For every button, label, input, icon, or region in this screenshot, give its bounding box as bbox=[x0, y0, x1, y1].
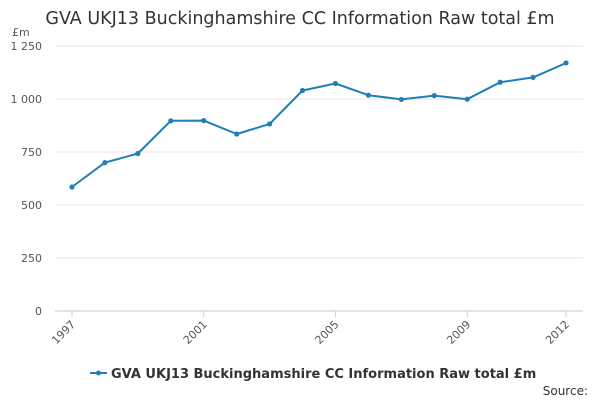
data-point[interactable] bbox=[464, 96, 470, 102]
chart-title: GVA UKJ13 Buckinghamshire CC Information… bbox=[45, 9, 554, 29]
data-point[interactable] bbox=[398, 96, 404, 103]
source-label: Source: bbox=[543, 384, 588, 398]
x-axis-ticks: 1997 2001 2005 2009 2012 bbox=[49, 311, 572, 347]
data-point[interactable] bbox=[267, 121, 273, 127]
x-tick-label: 2001 bbox=[181, 318, 210, 347]
data-point[interactable] bbox=[135, 150, 141, 157]
x-tick-label: 1997 bbox=[49, 318, 78, 347]
y-tick-label: 1 000 bbox=[11, 93, 43, 106]
data-point[interactable] bbox=[332, 80, 339, 87]
series-line bbox=[71, 62, 567, 188]
legend[interactable]: GVA UKJ13 Buckinghamshire CC Information… bbox=[90, 367, 536, 382]
data-point[interactable] bbox=[234, 131, 240, 137]
legend-swatch-marker bbox=[96, 370, 101, 376]
x-tick-label: 2005 bbox=[313, 318, 342, 347]
data-point[interactable] bbox=[365, 92, 371, 98]
data-point[interactable] bbox=[431, 93, 437, 99]
data-point[interactable] bbox=[69, 184, 75, 190]
gridlines bbox=[55, 45, 583, 259]
y-tick-label: 0 bbox=[35, 305, 42, 318]
data-point[interactable] bbox=[563, 60, 569, 66]
x-tick-label: 2009 bbox=[444, 318, 473, 347]
y-axis-unit: £m bbox=[12, 26, 30, 39]
legend-label: GVA UKJ13 Buckinghamshire CC Information… bbox=[111, 367, 536, 382]
data-point[interactable] bbox=[168, 118, 174, 124]
y-tick-label: 1 250 bbox=[11, 40, 43, 53]
x-tick-label: 2012 bbox=[543, 318, 572, 347]
data-point[interactable] bbox=[201, 118, 207, 124]
data-point[interactable] bbox=[497, 79, 503, 85]
data-point[interactable] bbox=[530, 74, 536, 80]
y-tick-label: 250 bbox=[21, 252, 42, 265]
y-tick-label: 500 bbox=[21, 199, 42, 212]
y-axis-ticks: 0 250 500 750 1 000 1 250 bbox=[11, 40, 43, 318]
y-tick-label: 750 bbox=[21, 146, 42, 159]
data-point[interactable] bbox=[299, 87, 306, 94]
series-layer bbox=[69, 60, 569, 190]
data-point[interactable] bbox=[102, 160, 108, 166]
